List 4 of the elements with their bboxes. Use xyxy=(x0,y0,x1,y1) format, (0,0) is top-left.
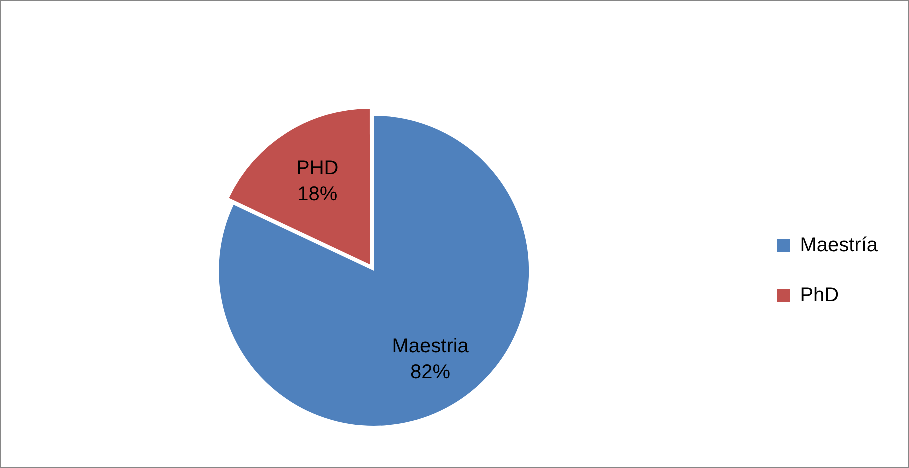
legend-label: Maestría xyxy=(800,234,879,257)
legend-label: PhD xyxy=(800,284,840,307)
data-label: Maestria 82% xyxy=(392,336,470,384)
data-label: PHD 18% xyxy=(296,158,339,206)
